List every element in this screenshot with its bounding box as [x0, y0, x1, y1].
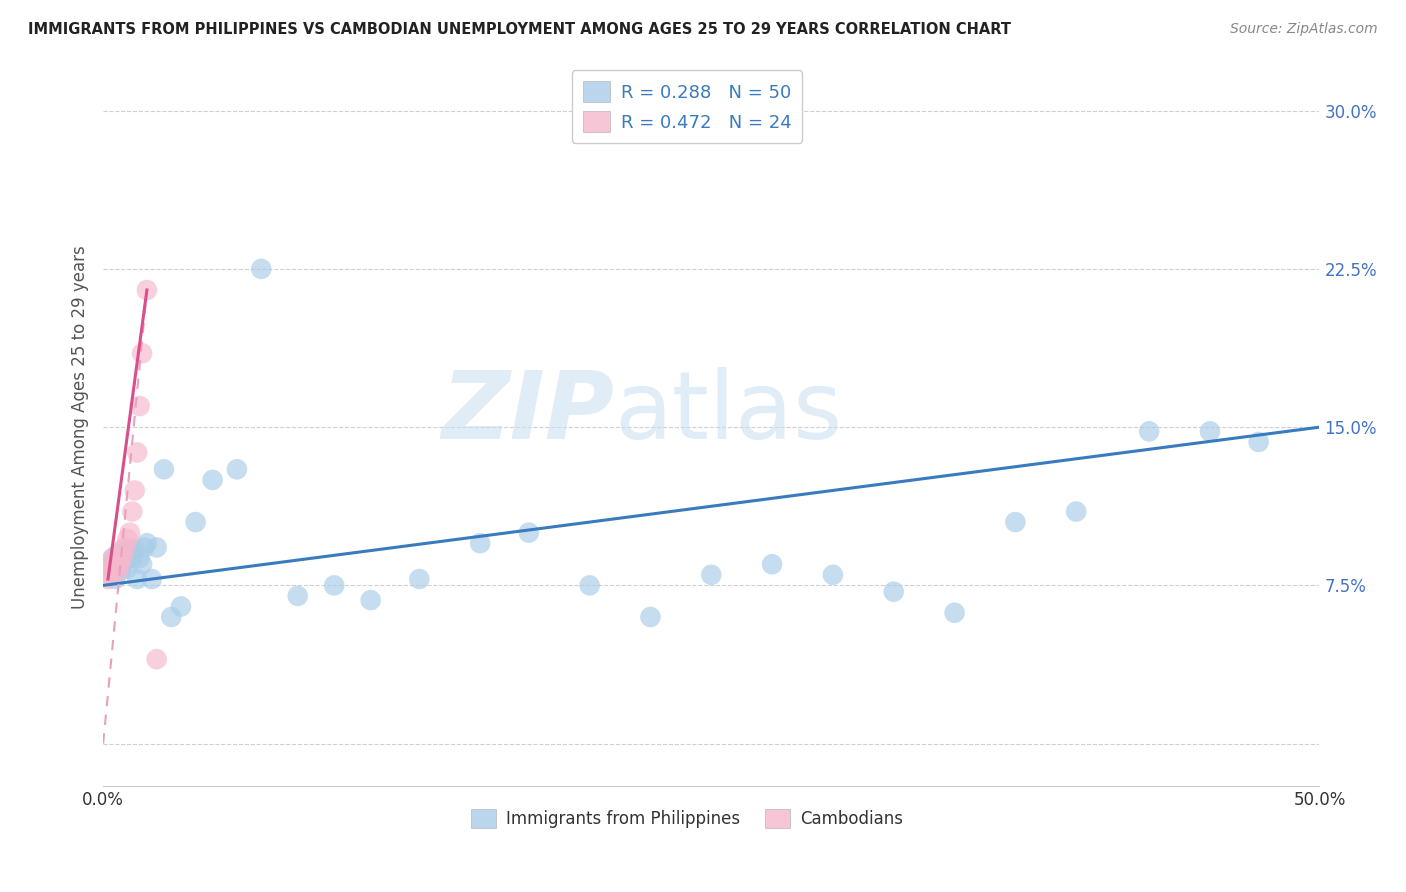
Text: atlas: atlas: [614, 367, 842, 458]
Point: [1064, 504, 1087, 518]
Point: [184, 515, 207, 529]
Point: [100, 558, 122, 572]
Point: [1004, 515, 1026, 529]
Point: [107, 561, 129, 575]
Point: [145, 541, 167, 555]
Point: [117, 561, 139, 575]
Point: [121, 551, 143, 566]
Point: [107, 564, 129, 578]
Point: [121, 504, 143, 518]
Point: [640, 610, 662, 624]
Point: [101, 564, 124, 578]
Point: [131, 346, 153, 360]
Point: [111, 542, 134, 557]
Point: [107, 558, 129, 572]
Point: [117, 547, 139, 561]
Point: [323, 578, 346, 592]
Point: [114, 541, 136, 555]
Point: [118, 542, 141, 557]
Point: [100, 558, 122, 572]
Point: [108, 564, 131, 578]
Point: [821, 567, 844, 582]
Text: Source: ZipAtlas.com: Source: ZipAtlas.com: [1230, 22, 1378, 37]
Point: [107, 547, 129, 561]
Point: [104, 558, 127, 572]
Point: [100, 567, 122, 582]
Point: [883, 584, 905, 599]
Point: [141, 572, 163, 586]
Point: [128, 551, 150, 566]
Point: [108, 551, 131, 566]
Point: [517, 525, 540, 540]
Point: [1199, 425, 1222, 439]
Point: [134, 541, 156, 555]
Point: [700, 567, 723, 582]
Point: [131, 558, 153, 572]
Point: [101, 564, 124, 578]
Y-axis label: Unemployment Among Ages 25 to 29 years: Unemployment Among Ages 25 to 29 years: [72, 245, 89, 609]
Point: [117, 532, 139, 546]
Point: [145, 652, 167, 666]
Point: [943, 606, 966, 620]
Point: [250, 261, 273, 276]
Point: [111, 551, 134, 566]
Point: [128, 399, 150, 413]
Point: [101, 551, 124, 566]
Point: [97, 572, 120, 586]
Point: [135, 283, 157, 297]
Point: [108, 555, 131, 569]
Point: [1137, 425, 1160, 439]
Point: [226, 462, 249, 476]
Text: ZIP: ZIP: [441, 367, 614, 458]
Point: [111, 558, 134, 572]
Point: [108, 558, 131, 572]
Point: [360, 593, 382, 607]
Point: [153, 462, 176, 476]
Legend: Immigrants from Philippines, Cambodians: Immigrants from Philippines, Cambodians: [464, 802, 910, 835]
Point: [761, 558, 783, 572]
Point: [160, 610, 183, 624]
Point: [201, 473, 224, 487]
Point: [1247, 434, 1270, 449]
Point: [114, 553, 136, 567]
Point: [111, 551, 134, 566]
Point: [104, 558, 127, 572]
Point: [127, 445, 149, 459]
Point: [114, 544, 136, 558]
Point: [127, 572, 149, 586]
Point: [408, 572, 430, 586]
Point: [94, 564, 117, 578]
Point: [101, 551, 124, 566]
Point: [104, 572, 127, 586]
Point: [170, 599, 193, 614]
Point: [118, 525, 141, 540]
Point: [578, 578, 600, 592]
Point: [124, 483, 146, 498]
Point: [470, 536, 492, 550]
Point: [287, 589, 309, 603]
Point: [135, 536, 157, 550]
Point: [104, 564, 127, 578]
Text: IMMIGRANTS FROM PHILIPPINES VS CAMBODIAN UNEMPLOYMENT AMONG AGES 25 TO 29 YEARS : IMMIGRANTS FROM PHILIPPINES VS CAMBODIAN…: [28, 22, 1011, 37]
Point: [124, 542, 146, 557]
